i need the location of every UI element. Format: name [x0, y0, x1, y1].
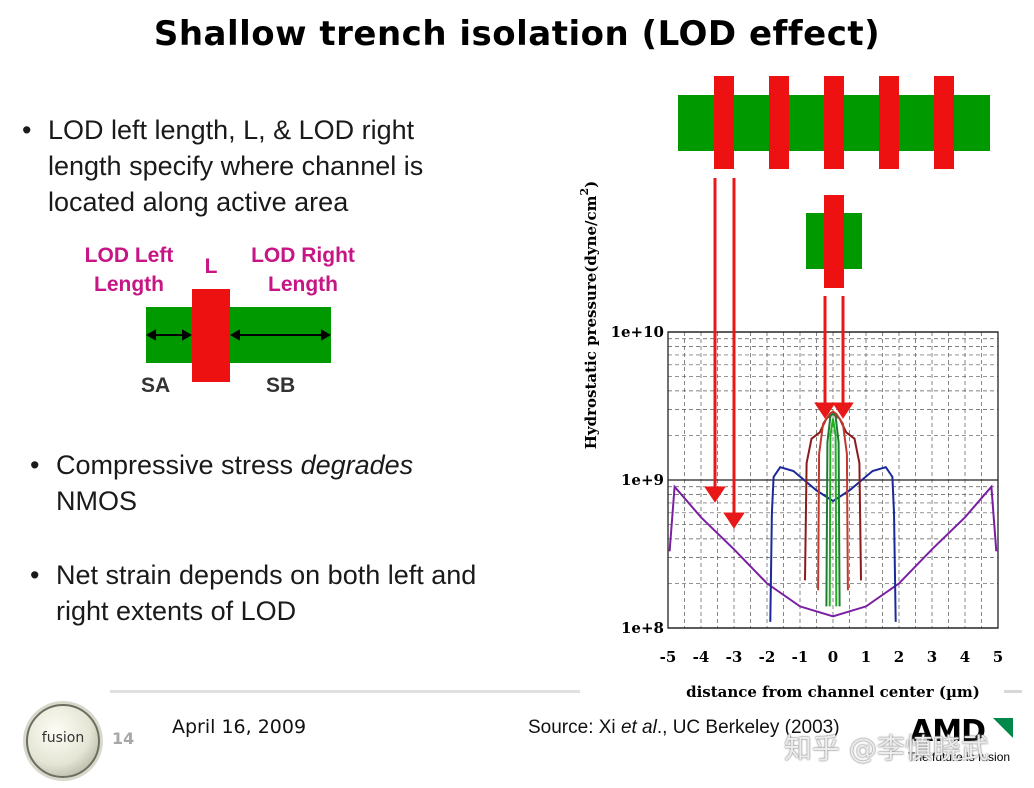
bullet-net-strain: • Net strain depends on both left and ri…	[30, 557, 496, 629]
bullet-compressive-stress: • Compressive stress degrades NMOS	[30, 447, 496, 519]
gate-4	[879, 76, 899, 169]
footer-divider	[110, 690, 580, 693]
y-axis-label-superscript: 2	[578, 188, 591, 196]
bullet-text-after: NMOS	[56, 486, 137, 516]
gate-length-label: L	[204, 255, 218, 278]
series-line-2	[769, 466, 897, 622]
plot-frame	[667, 331, 999, 629]
amd-logo: AMD	[910, 714, 986, 749]
sa-arrow-right	[182, 329, 193, 341]
amd-tagline: The future is fusion	[908, 750, 1011, 764]
y-axis-label: Hydrostatic pressure(dyne/cm2)	[578, 181, 600, 450]
gate-1	[714, 76, 734, 169]
x-tick-label: 1	[861, 648, 871, 666]
pointer-arrow-head-1	[704, 486, 726, 503]
bullet-symbol: •	[22, 115, 32, 145]
bullet-text-before: Compressive stress	[56, 450, 301, 480]
source-prefix: Source: Xi	[528, 717, 621, 738]
fusion-logo: fusion	[26, 704, 100, 778]
source-em: et al	[620, 717, 657, 738]
x-tick-label: 4	[960, 648, 970, 666]
page-number: 14	[112, 729, 135, 748]
slide-title: Shallow trench isolation (LOD effect)	[153, 14, 881, 54]
y-tick-label: 1e+8	[621, 619, 664, 637]
bullet-text: LOD left length, L, & LOD right length s…	[48, 115, 424, 217]
x-tick-label: -4	[693, 648, 710, 666]
x-tick-label: 5	[993, 648, 1003, 666]
plot-area: -5 -4 -3 -2 -1 0 1 2 3 4 5 1e+8 1e+9 1e+10	[611, 323, 1004, 666]
amd-logo-arrow-icon	[993, 718, 1013, 738]
fusion-logo-text: fusion	[41, 730, 85, 746]
x-tick-label: 0	[828, 648, 838, 666]
source-citation: Source: Xi et al., UC Berkeley (2003)	[528, 717, 840, 739]
x-axis-label: distance from channel center (µm)	[686, 683, 980, 701]
gate-rect	[192, 289, 230, 382]
sb-arrow-right	[321, 329, 332, 341]
x-tick-label: 3	[927, 648, 937, 666]
y-tick-label: 1e+10	[611, 323, 664, 341]
pointer-arrows	[704, 178, 854, 529]
lod-left-length-label: LOD Left Length	[84, 244, 174, 296]
bullet-symbol: •	[30, 450, 40, 480]
pointer-arrow-head-4	[832, 402, 854, 419]
gate-2	[769, 76, 789, 169]
gate-3	[824, 76, 844, 169]
stress-chart-figure: -5 -4 -3 -2 -1 0 1 2 3 4 5 1e+8 1e+9 1e+10 Hydrostati…	[578, 76, 1004, 701]
bullet-text: Net strain depends on both left and righ…	[56, 560, 477, 626]
x-tick-label: -3	[726, 648, 743, 666]
gate-5	[934, 76, 954, 169]
y-axis-label-close: )	[582, 181, 600, 188]
series-line-1	[668, 484, 998, 618]
slide-date: April 16, 2009	[172, 716, 307, 738]
pointer-arrow-head-3	[814, 402, 836, 419]
x-tick-label: 2	[894, 648, 904, 666]
single-gate	[824, 195, 844, 288]
x-tick-label: -1	[792, 648, 809, 666]
sb-label: SB	[266, 374, 296, 397]
sa-label: SA	[141, 374, 171, 397]
pointer-arrow-head-2	[723, 512, 745, 529]
series-line-6	[828, 418, 838, 607]
source-suffix: ., UC Berkeley (2003)	[656, 717, 840, 738]
series-line-5	[825, 412, 841, 607]
series-line-4	[817, 410, 849, 591]
footer-divider-right	[1004, 690, 1022, 693]
sb-arrow-left	[229, 329, 240, 341]
bullet-lod-definition: • LOD left length, L, & LOD right length…	[22, 112, 488, 220]
x-tick-label: -2	[759, 648, 776, 666]
bullet-text-emphasis: degrades	[300, 450, 414, 480]
bullet-symbol: •	[30, 560, 40, 590]
sa-arrow-left	[145, 329, 156, 341]
lod-diagram	[145, 289, 332, 382]
lod-right-length-label: LOD Right Length	[251, 244, 355, 296]
x-tick-label: -5	[660, 648, 677, 666]
y-axis-label-text: Hydrostatic pressure(dyne/cm	[582, 195, 600, 449]
y-tick-label: 1e+9	[621, 471, 664, 489]
watermark: 知乎 @李慎晓武	[784, 732, 989, 765]
